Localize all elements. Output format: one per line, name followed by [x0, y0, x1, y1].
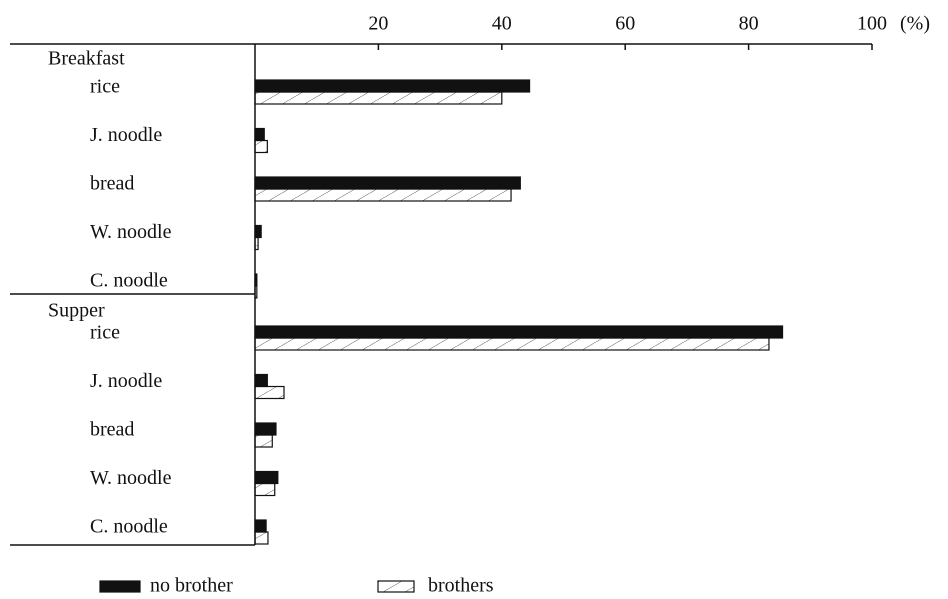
legend-label: no brother	[150, 575, 233, 597]
x-tick-label: 20	[368, 13, 388, 35]
bar	[254, 434, 273, 448]
x-tick-label: 40	[492, 13, 512, 35]
bar	[254, 273, 258, 287]
group-label: Supper	[48, 300, 105, 322]
y-tick-label: rice	[90, 322, 120, 344]
y-tick-label: C. noodle	[90, 270, 168, 292]
x-tick-label: 100	[857, 13, 887, 35]
y-tick-label: W. noodle	[90, 467, 172, 489]
bar	[254, 79, 531, 93]
x-tick-label: 60	[615, 13, 635, 35]
bar	[254, 325, 784, 339]
y-tick-label: J. noodle	[90, 370, 162, 392]
bar	[254, 422, 277, 436]
bar	[254, 236, 259, 251]
x-tick-label: 80	[739, 13, 759, 35]
bar	[254, 285, 258, 299]
legend-swatch	[377, 580, 415, 593]
bar	[254, 91, 503, 105]
bar	[254, 176, 521, 190]
bar	[254, 385, 285, 400]
bar	[254, 127, 265, 142]
group-label: Breakfast	[48, 48, 125, 70]
bar	[254, 224, 262, 239]
y-tick-label: rice	[90, 76, 120, 98]
bar	[254, 139, 268, 154]
legend-label: brothers	[428, 575, 494, 597]
bar	[254, 470, 279, 485]
y-tick-label: bread	[90, 419, 134, 441]
x-axis-label: (%)	[900, 13, 930, 35]
y-tick-label: C. noodle	[90, 516, 168, 538]
legend-swatch	[99, 580, 141, 593]
bar	[254, 531, 269, 545]
bar	[254, 519, 267, 533]
y-tick-label: bread	[90, 173, 134, 195]
y-tick-label: J. noodle	[90, 124, 162, 146]
bar	[254, 188, 512, 202]
bar	[254, 373, 268, 388]
bar	[254, 482, 276, 497]
bar	[254, 337, 770, 351]
y-tick-label: W. noodle	[90, 221, 172, 243]
